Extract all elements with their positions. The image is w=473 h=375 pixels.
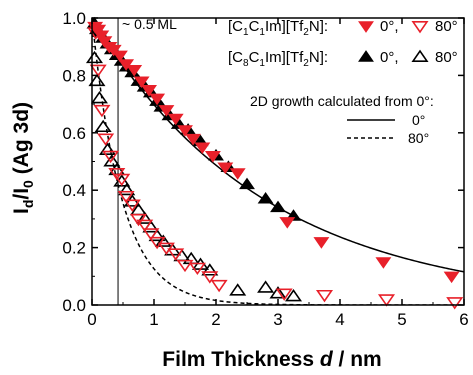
data-point xyxy=(85,50,104,64)
legend-c1-80deg-label: 80° xyxy=(435,18,458,35)
x-tick-label: 0 xyxy=(87,310,96,329)
data-point xyxy=(154,234,172,247)
legend-calc-0-label: 0° xyxy=(412,112,425,128)
x-tick-label: 1 xyxy=(149,310,158,329)
data-point xyxy=(117,190,135,204)
legend-marker xyxy=(358,21,374,33)
data-point xyxy=(194,142,211,154)
data-point xyxy=(123,199,141,212)
y-tick-label: 0.2 xyxy=(62,239,86,258)
data-point xyxy=(142,228,160,241)
data-point xyxy=(176,259,194,273)
data-point xyxy=(102,150,120,164)
legend-calc-80-label: 80° xyxy=(408,130,429,146)
data-point xyxy=(443,271,460,284)
legend-marker xyxy=(411,49,429,62)
data-point xyxy=(141,85,157,97)
data-markers xyxy=(85,16,464,310)
y-tick-label: 1.0 xyxy=(62,9,86,28)
data-point xyxy=(96,36,113,48)
data-point xyxy=(89,64,107,78)
data-point xyxy=(97,133,115,146)
legend-c1-0deg-label: 0°, xyxy=(380,18,399,35)
data-point xyxy=(158,105,175,117)
data-point xyxy=(167,113,184,126)
data-point xyxy=(94,119,112,133)
legend-calc-title: 2D growth calculated from 0°: xyxy=(250,93,434,109)
axes xyxy=(91,17,465,306)
data-point xyxy=(279,217,296,229)
x-tick-label: 3 xyxy=(273,310,282,329)
legend-marker-c1-80deg xyxy=(411,21,429,34)
legend-marker-c8-80deg xyxy=(411,49,429,62)
data-point xyxy=(257,191,274,204)
data-point xyxy=(269,286,287,299)
data-point xyxy=(98,142,117,156)
data-point xyxy=(185,133,202,146)
legend-marker-c8-0deg xyxy=(358,50,374,62)
x-tick-label: 5 xyxy=(397,310,406,329)
y-tick-label: 0.0 xyxy=(62,296,86,315)
legend-marker xyxy=(411,21,429,34)
legend-c8-0deg-label: 0°, xyxy=(380,49,399,66)
y-axis-label: Id/I0 (Ag 3d) xyxy=(10,102,36,214)
data-point xyxy=(217,162,234,175)
legend-label-c1c1im: [C1C1Im][Tf2N]: xyxy=(228,18,328,38)
data-point xyxy=(118,182,136,196)
data-point xyxy=(90,91,108,104)
legend-label-c8c1im: [C8C1Im][Tf2N]: xyxy=(228,49,328,69)
x-axis-label: Film Thickness d / nm xyxy=(162,348,381,371)
data-point xyxy=(377,294,396,307)
data-point xyxy=(188,262,206,276)
x-tick-label: 6 xyxy=(459,310,468,329)
data-point xyxy=(113,173,131,187)
data-point xyxy=(93,104,111,118)
data-point xyxy=(103,154,121,167)
data-point xyxy=(229,168,246,180)
x-tick-label: 4 xyxy=(335,310,344,329)
legend-marker-c1-0deg xyxy=(358,21,374,33)
data-point xyxy=(88,73,106,87)
legend-c8-80deg-label: 80° xyxy=(435,49,458,66)
y-tick-label: 0.6 xyxy=(62,124,86,143)
data-point xyxy=(201,271,219,284)
data-point xyxy=(315,289,334,303)
data-point xyxy=(136,211,154,224)
data-point xyxy=(204,151,221,163)
legend-marker xyxy=(358,50,374,62)
data-point xyxy=(177,125,193,137)
series-triangle-down-filled xyxy=(87,21,460,284)
data-point xyxy=(275,288,293,301)
data-point xyxy=(239,177,255,190)
data-point xyxy=(167,248,185,261)
data-point xyxy=(133,76,150,88)
data-point xyxy=(284,289,303,302)
data-point xyxy=(149,93,166,106)
data-point xyxy=(201,263,219,276)
data-point xyxy=(229,283,247,296)
data-point xyxy=(111,50,128,63)
y-tick-label: 0.4 xyxy=(62,181,86,200)
data-point xyxy=(446,297,464,310)
data-point xyxy=(313,237,330,249)
data-point xyxy=(126,64,143,77)
tick-labels: 0 1 2 3 4 5 6 0.0 0.2 0.4 0.6 0.8 1.0 xyxy=(62,9,468,329)
x-tick-label: 2 xyxy=(211,310,220,329)
series-triangle-down-open xyxy=(87,27,464,310)
data-point xyxy=(257,280,275,293)
annotation-half-monolayer: ~ 0.5 ML xyxy=(122,16,177,32)
data-point xyxy=(375,257,392,269)
data-point xyxy=(105,44,122,57)
y-tick-label: 0.8 xyxy=(62,66,86,85)
data-point xyxy=(210,279,228,293)
data-point xyxy=(270,200,286,213)
data-point xyxy=(136,219,154,232)
data-point xyxy=(118,59,135,71)
